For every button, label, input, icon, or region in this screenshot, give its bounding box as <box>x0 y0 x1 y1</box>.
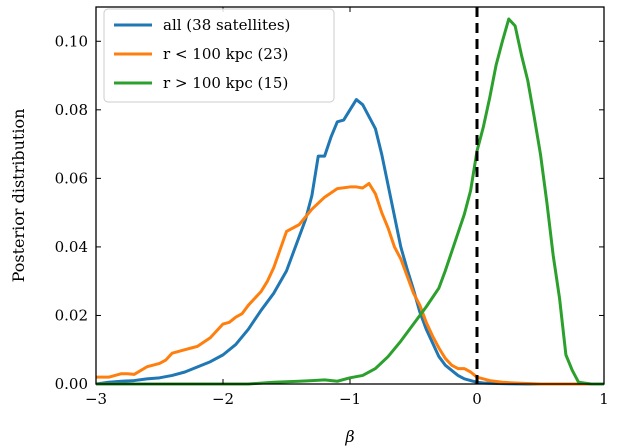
x-tick-label: −3 <box>85 390 107 408</box>
y-tick-label: 0.02 <box>55 306 88 324</box>
y-tick-label: 0.04 <box>55 238 88 256</box>
x-tick-label: −1 <box>339 390 361 408</box>
legend-label-2: r > 100 kpc (15) <box>163 74 288 92</box>
ticks-layer: −3 −2 −1 0 1 0.00 0.02 0.04 0.06 0.08 0.10 <box>55 7 609 408</box>
y-axis-label: Posterior distribution <box>9 109 28 283</box>
y-tick-label: 0.08 <box>55 101 88 119</box>
legend: all (38 satellites) r < 100 kpc (23) r > 1… <box>103 8 335 103</box>
x-tick-label: 1 <box>599 390 609 408</box>
legend-label-1: r < 100 kpc (23) <box>163 45 288 63</box>
legend-box <box>103 8 335 103</box>
series-line-1 <box>96 182 604 386</box>
x-axis-label: β <box>344 427 354 446</box>
x-tick-label: 0 <box>472 390 482 408</box>
x-tick-label: −2 <box>212 390 234 408</box>
series-layer <box>95 17 604 386</box>
y-tick-label: 0.06 <box>55 169 88 187</box>
series-line-2 <box>96 17 604 386</box>
series-line-0 <box>95 98 604 386</box>
y-tick-label: 0.10 <box>55 32 88 50</box>
legend-label-0: all (38 satellites) <box>163 16 290 34</box>
y-tick-label: 0.00 <box>55 375 88 393</box>
